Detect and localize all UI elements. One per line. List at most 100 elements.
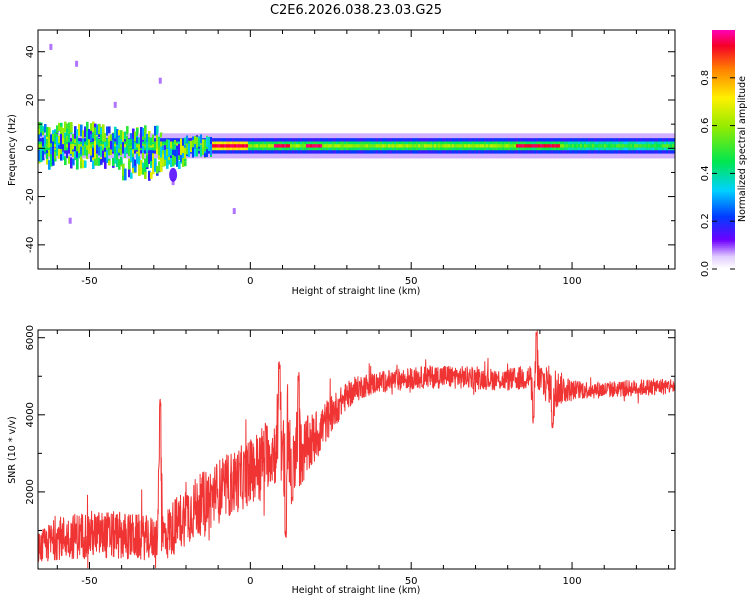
colorbar-cell: [712, 197, 735, 200]
spectrogram-y-axis-tick-label: -20: [25, 188, 36, 204]
spectrogram-core-cell: [486, 144, 489, 148]
spectrogram-core-cell: [388, 144, 391, 148]
spectrogram-scatter-cell: [58, 135, 61, 143]
spectrogram-scatter-cell: [134, 165, 137, 173]
spectrogram-outlier: [113, 101, 117, 108]
spectrogram-scatter-cell: [86, 136, 89, 146]
spectrogram-scatter-cell: [52, 147, 55, 154]
spectrogram-scatter-cell: [192, 140, 195, 152]
colorbar-cell: [712, 75, 735, 79]
spectrogram-core-cell: [432, 144, 435, 148]
colorbar-cell: [712, 71, 735, 75]
spectrogram-core-cell: [436, 144, 439, 148]
spectrogram-core-cell: [474, 144, 477, 148]
spectrogram-scatter-cell: [46, 126, 49, 137]
spectrogram-scatter-cell: [144, 137, 147, 145]
spectrogram-scatter-cell: [200, 144, 203, 157]
colorbar-cell: [712, 229, 735, 232]
spectrogram-scatter-cell: [92, 121, 95, 133]
spectrogram-core-cell: [642, 144, 645, 148]
spectrogram-core-cell: [532, 144, 535, 148]
colorbar-cell: [712, 99, 735, 103]
spectrogram-scatter-cell: [74, 146, 77, 152]
colorbar-cell: [712, 211, 735, 214]
spectrogram-core-cell: [310, 144, 313, 148]
colorbar-cell: [712, 217, 735, 220]
spectrogram-scatter-cell: [120, 130, 123, 142]
colorbar-cell: [712, 51, 735, 55]
spectrogram-scatter-cell: [156, 165, 159, 174]
spectrogram-core-cell: [660, 144, 663, 148]
spectrogram-scatter-cell: [210, 136, 213, 144]
spectrogram-scatter-cell: [84, 128, 87, 138]
colorbar-cell: [712, 65, 735, 69]
colorbar-cell: [712, 165, 735, 169]
colorbar-cell: [712, 139, 735, 143]
spectrogram-core-cell: [344, 144, 347, 148]
spectrogram-core-cell: [658, 144, 661, 148]
snr-y-axis-label: SNR (10 * v/v): [7, 416, 18, 484]
spectrogram-core-cell: [464, 144, 467, 148]
spectrogram-core-cell: [266, 144, 269, 148]
spectrogram-core-cell: [598, 144, 601, 148]
spectrogram-scatter-cell: [42, 137, 45, 148]
colorbar-cell: [712, 67, 735, 71]
colorbar-cell: [712, 245, 735, 248]
spectrogram-core-cell: [570, 144, 573, 148]
spectrogram-scatter-cell: [62, 151, 65, 160]
spectrogram-scatter-cell: [108, 135, 111, 142]
colorbar-cell: [712, 37, 735, 41]
spectrogram-scatter-cell: [76, 142, 79, 152]
colorbar-cell: [712, 255, 735, 258]
spectrogram-scatter-cell: [182, 157, 185, 167]
colorbar-cell: [712, 203, 735, 206]
colorbar-cell: [712, 207, 735, 210]
spectrogram-scatter-cell: [208, 145, 211, 152]
spectrogram-core-cell: [512, 144, 515, 148]
spectrogram-core-cell: [492, 144, 495, 148]
spectrogram-core-cell: [392, 144, 395, 148]
snr-x-axis-tick-label: 0: [247, 576, 253, 587]
spectrogram-scatter-cell: [170, 141, 173, 149]
spectrogram-scatter-cell: [66, 134, 69, 142]
spectrogram-scatter-cell: [160, 141, 163, 150]
spectrogram-core-cell: [248, 144, 251, 148]
colorbar-cell: [712, 175, 735, 178]
spectrogram-core-cell: [334, 144, 337, 148]
colorbar-cell: [712, 227, 735, 230]
spectrogram-core-cell: [412, 144, 415, 148]
spectrogram-core-cell: [84, 144, 87, 148]
spectrogram-scatter-cell: [54, 132, 57, 143]
spectrogram-core-cell: [268, 144, 271, 148]
spectrogram-core-cell: [628, 144, 631, 148]
spectrogram-scatter-cell: [166, 139, 169, 149]
spectrogram-scatter-cell: [166, 157, 169, 165]
colorbar-cell: [712, 30, 735, 33]
spectrogram-core-cell: [650, 144, 653, 148]
spectrogram-core-cell: [624, 144, 627, 148]
spectrogram-outlier: [68, 217, 72, 224]
spectrogram-scatter-cell: [38, 121, 41, 132]
spectrogram-scatter-cell: [134, 131, 137, 142]
spectrogram-scatter-cell: [56, 125, 59, 134]
spectrogram-core-cell: [232, 144, 235, 148]
spectrogram-scatter-cell: [164, 149, 167, 160]
spectrogram-core-cell: [378, 144, 381, 148]
spectrogram-scatter-cell: [156, 148, 159, 155]
spectrogram-scatter-cell: [68, 156, 71, 164]
spectrogram-scatter-cell: [118, 159, 121, 170]
spectrogram-scatter-cell: [118, 137, 121, 149]
spectrogram-core-cell: [318, 144, 321, 148]
spectrogram-scatter-cell: [90, 123, 93, 131]
spectrogram-core-cell: [458, 144, 461, 148]
spectrogram-core-cell: [478, 144, 481, 148]
colorbar-cell: [712, 123, 735, 127]
spectrogram-core-cell: [656, 144, 659, 148]
spectrogram-core-cell: [288, 144, 291, 148]
spectrogram-core-cell: [442, 144, 445, 148]
spectrogram-scatter-cell: [196, 136, 199, 148]
spectrogram-core-cell: [414, 144, 417, 148]
spectrogram-core-cell: [438, 144, 441, 148]
snr-y-axis-tick-label: 6000: [25, 325, 36, 350]
spectrogram-scatter-cell: [168, 146, 171, 157]
